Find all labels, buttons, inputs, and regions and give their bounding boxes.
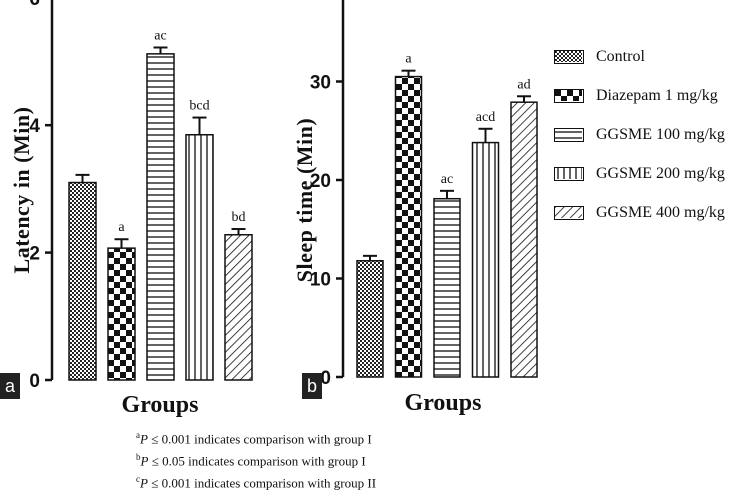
- legend-swatch: [554, 128, 584, 142]
- legend-item: Control: [554, 47, 645, 67]
- panel-b-bar-5: [510, 101, 538, 378]
- panel-b-ylabel: Sleep time (Min): [292, 117, 317, 283]
- legend-label: Control: [596, 48, 645, 65]
- panel-b-bar-2: [394, 75, 423, 378]
- legend-swatch: [554, 206, 584, 220]
- panel-a-y-tick-label: 0: [29, 371, 40, 392]
- panel-b-bar-annotation-5: ad: [517, 77, 530, 92]
- panel-b-bar-annotation-4: acd: [476, 110, 495, 125]
- panel-b-xlabel: Groups: [404, 390, 482, 416]
- panel-b-bar-3: [433, 197, 461, 378]
- panel-a-bar-2: [107, 247, 136, 381]
- legend-label: GGSME 200 mg/kg: [596, 165, 725, 182]
- panel-a-bar-5: [224, 234, 253, 381]
- panel-a-y-tick-label: 4: [29, 116, 40, 137]
- legend-swatch: [554, 89, 584, 103]
- panel-a-ylabel: Latency in (Min): [9, 106, 34, 274]
- panel-b-bar-1: [356, 260, 384, 378]
- panel-a-y-tick-label: 2: [29, 244, 40, 265]
- panel-b-bar-annotation-3: ac: [441, 172, 453, 187]
- panel-a-bar-annotation-5: bd: [232, 210, 246, 225]
- panel-b-bar-annotation-2: a: [405, 52, 412, 67]
- legend-swatch: [554, 50, 584, 64]
- panel-b-y-tick-label: 20: [310, 171, 331, 192]
- legend-label: GGSME 400 mg/kg: [596, 204, 725, 221]
- panel-a-bar-1: [68, 181, 97, 381]
- panel-a-bar-annotation-3: ac: [154, 28, 166, 43]
- panel-a-xlabel: Groups: [121, 392, 199, 418]
- panel-b-y-tick-label: 30: [310, 73, 331, 94]
- panel-a-y-tick-label: 6: [29, 0, 40, 10]
- panel-a-tag: a: [0, 373, 20, 399]
- legend-item: GGSME 100 mg/kg: [554, 125, 725, 145]
- legend-label: Diazepam 1 mg/kg: [596, 87, 718, 104]
- panel-a-bar-3: [146, 53, 175, 381]
- panel-b-y-tick-label: 0: [320, 368, 331, 389]
- legend-swatch: [554, 167, 584, 181]
- footnote-b: bP ≤ 0.05 indicates comparison with grou…: [136, 452, 366, 469]
- footnote-a: aP ≤ 0.001 indicates comparison with gro…: [136, 430, 372, 447]
- panel-b-tag: b: [302, 373, 322, 399]
- panel-a-bar-4: [185, 134, 214, 381]
- panel-b-bar-4: [471, 141, 500, 378]
- footnote-c: cP ≤ 0.001 indicates comparison with gro…: [136, 474, 377, 491]
- legend-item: Diazepam 1 mg/kg: [554, 86, 718, 106]
- panel-a-bar-annotation-4: bcd: [189, 99, 209, 114]
- panel-b-y-tick-label: 10: [310, 270, 331, 291]
- panel-a-bar-annotation-2: a: [118, 220, 125, 235]
- legend-item: GGSME 200 mg/kg: [554, 164, 725, 184]
- legend-item: GGSME 400 mg/kg: [554, 203, 725, 223]
- legend-label: GGSME 100 mg/kg: [596, 126, 725, 143]
